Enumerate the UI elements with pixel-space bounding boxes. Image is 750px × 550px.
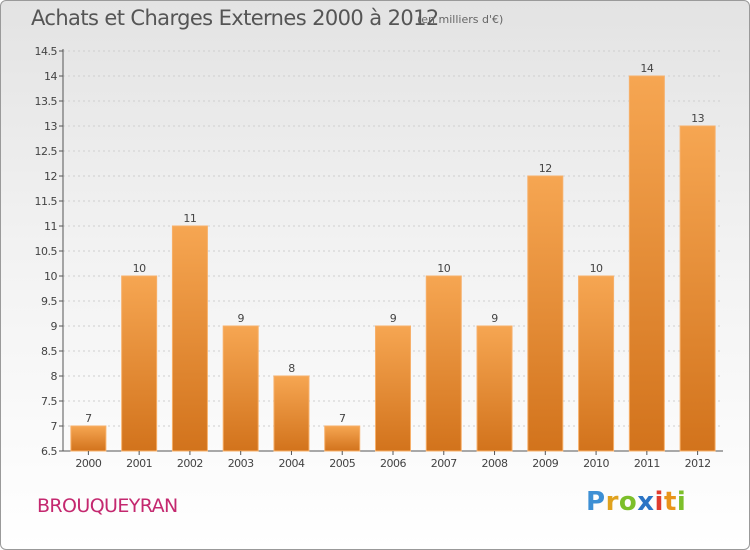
data-label: 9 bbox=[390, 312, 397, 325]
y-tick-label: 9.5 bbox=[41, 295, 57, 308]
bar bbox=[70, 425, 107, 452]
bar bbox=[273, 375, 310, 452]
bar bbox=[679, 125, 716, 452]
x-tick-label: 2012 bbox=[685, 457, 711, 470]
y-tick-label: 14.5 bbox=[35, 45, 58, 58]
y-tick-label: 8.5 bbox=[41, 345, 57, 358]
bar bbox=[476, 325, 513, 452]
y-tick-label: 8 bbox=[51, 370, 58, 383]
x-tick-label: 2008 bbox=[482, 457, 508, 470]
bar bbox=[578, 275, 615, 452]
data-label: 12 bbox=[539, 162, 552, 175]
bar bbox=[324, 425, 361, 452]
y-tick-label: 10 bbox=[44, 270, 57, 283]
y-tick-label: 13.5 bbox=[35, 95, 58, 108]
logo-letter: i bbox=[654, 487, 664, 517]
x-tick-label: 2002 bbox=[177, 457, 203, 470]
y-tick-label: 12.5 bbox=[35, 145, 58, 158]
x-tick-label: 2000 bbox=[75, 457, 101, 470]
commune-name: BROUQUEYRAN bbox=[37, 495, 178, 517]
data-label: 7 bbox=[85, 412, 92, 425]
logo-letter: P bbox=[586, 487, 606, 517]
x-tick-label: 2005 bbox=[329, 457, 355, 470]
y-tick-label: 11 bbox=[44, 220, 57, 233]
logo-letter: x bbox=[637, 487, 655, 517]
x-tick-label: 2011 bbox=[634, 457, 660, 470]
y-tick-label: 11.5 bbox=[35, 195, 58, 208]
data-label: 11 bbox=[183, 212, 196, 225]
data-label: 14 bbox=[640, 62, 653, 75]
x-tick-label: 2007 bbox=[431, 457, 457, 470]
data-label: 10 bbox=[590, 262, 603, 275]
data-label: 9 bbox=[237, 312, 244, 325]
y-tick-label: 7 bbox=[51, 420, 58, 433]
y-tick-label: 10.5 bbox=[35, 245, 58, 258]
data-label: 9 bbox=[491, 312, 498, 325]
data-label: 7 bbox=[339, 412, 346, 425]
bar bbox=[171, 225, 208, 452]
bar bbox=[375, 325, 411, 452]
chart-subtitle: (en milliers d'€) bbox=[417, 13, 504, 26]
logo-letter: o bbox=[618, 487, 638, 517]
chart-title: Achats et Charges Externes 2000 à 2012 bbox=[31, 6, 439, 30]
y-tick-label: 12 bbox=[44, 170, 57, 183]
bar bbox=[121, 275, 158, 452]
bar bbox=[628, 75, 665, 452]
x-tick-label: 2009 bbox=[532, 457, 558, 470]
y-tick-label: 9 bbox=[51, 320, 58, 333]
data-label: 8 bbox=[288, 362, 295, 375]
logo-letter: i bbox=[676, 487, 687, 517]
logo-letter: r bbox=[605, 487, 619, 517]
x-tick-label: 2003 bbox=[228, 457, 254, 470]
x-tick-label: 2006 bbox=[380, 457, 406, 470]
data-label: 10 bbox=[437, 262, 450, 275]
x-tick-label: 2010 bbox=[583, 457, 609, 470]
y-tick-label: 7.5 bbox=[41, 395, 57, 408]
proxiti-logo: Proxiti bbox=[586, 487, 686, 517]
bar bbox=[222, 325, 259, 452]
data-label: 10 bbox=[133, 262, 146, 275]
y-tick-label: 13 bbox=[44, 120, 57, 133]
logo-letter: t bbox=[663, 487, 677, 517]
x-tick-label: 2001 bbox=[126, 457, 152, 470]
bar bbox=[425, 275, 462, 452]
y-tick-label: 6.5 bbox=[41, 445, 57, 458]
x-tick-label: 2004 bbox=[278, 457, 304, 470]
data-label: 13 bbox=[691, 112, 704, 125]
y-tick-label: 14 bbox=[44, 70, 57, 83]
bar bbox=[527, 175, 564, 452]
